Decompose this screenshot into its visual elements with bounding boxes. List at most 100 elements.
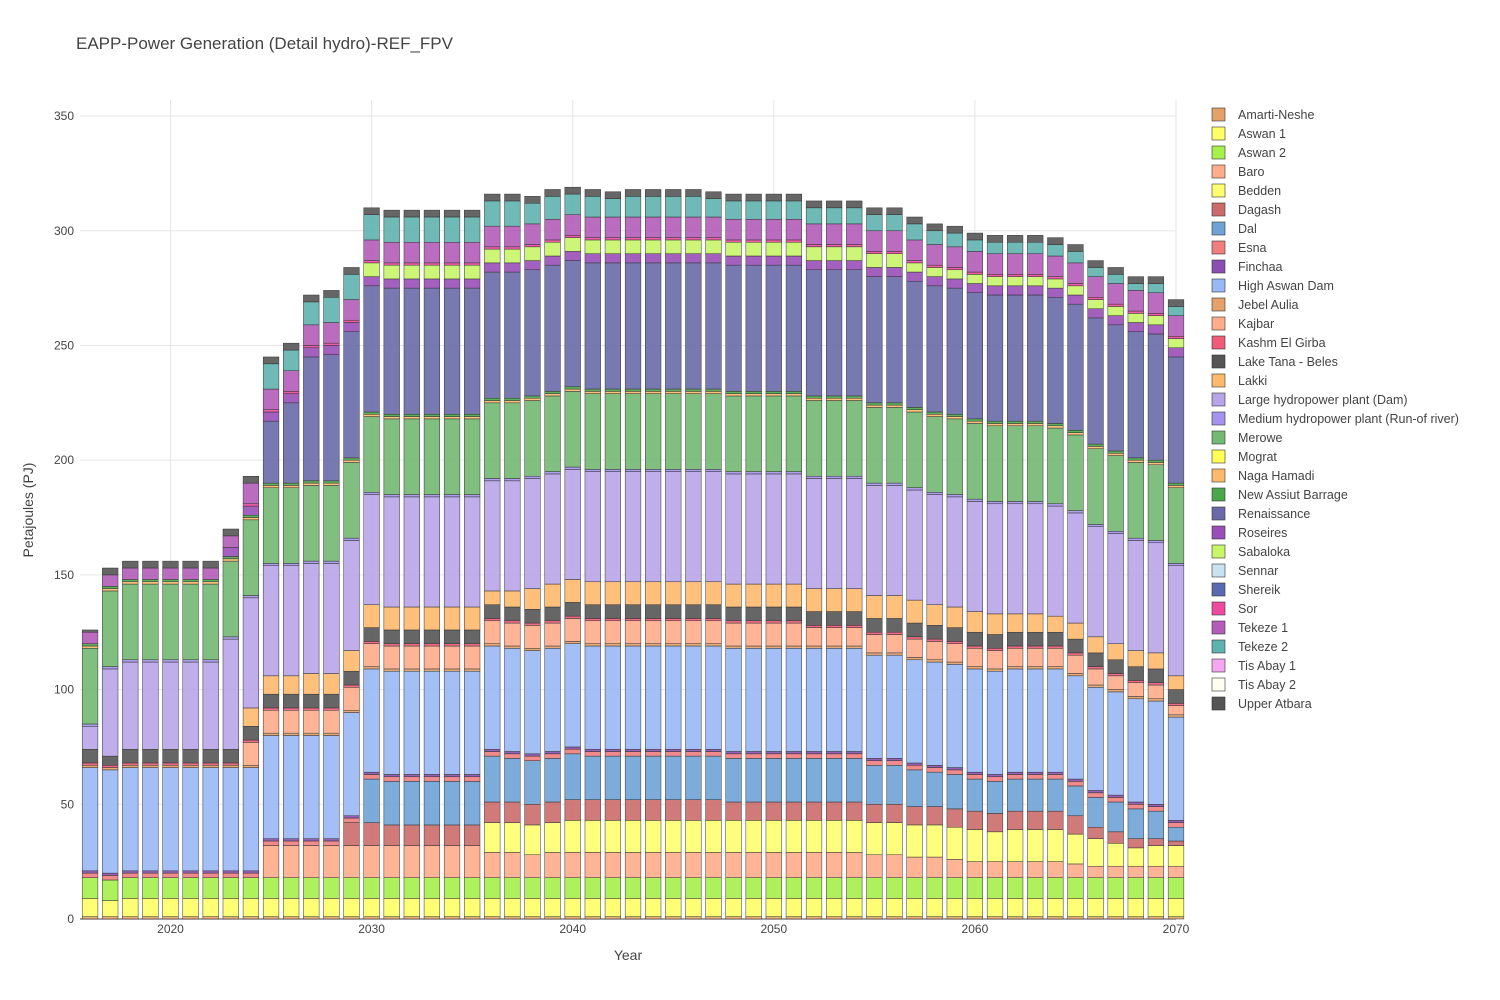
bar-segment — [363, 771, 380, 775]
bar-segment — [564, 615, 581, 619]
bar-segment — [1067, 673, 1084, 677]
bar-segment — [1147, 459, 1164, 463]
bar-segment — [926, 411, 943, 415]
bar-segment — [725, 395, 742, 472]
bar-segment — [886, 407, 903, 484]
bar-segment — [1027, 253, 1044, 275]
bar-segment — [222, 636, 239, 640]
bar-segment — [986, 861, 1004, 878]
bar-segment — [1167, 306, 1185, 316]
legend-item[interactable]: Medium hydropower plant (Run-of river) — [1211, 411, 1459, 426]
bar-segment — [624, 755, 642, 800]
bar-segment — [886, 207, 903, 215]
bar-segment — [383, 670, 400, 775]
bar-segment — [1107, 659, 1124, 674]
legend-item[interactable]: Kashm El Girba — [1211, 335, 1326, 350]
bar-segment — [886, 634, 903, 654]
bar-segment — [1047, 631, 1064, 647]
legend-item[interactable]: Tekeze 1 — [1211, 620, 1288, 635]
bar-segment — [604, 471, 622, 583]
bar-segment — [1107, 797, 1124, 803]
bar-segment — [504, 480, 521, 592]
legend-item[interactable]: Sor — [1211, 601, 1257, 616]
bar-segment — [926, 223, 943, 232]
legend-item[interactable]: Mograt — [1211, 449, 1277, 464]
legend-item[interactable]: Kajbar — [1211, 316, 1274, 331]
legend-swatch — [1211, 411, 1226, 426]
bar-segment — [524, 244, 541, 248]
bar-segment — [1047, 244, 1064, 257]
legend-item[interactable]: Roseires — [1211, 525, 1287, 540]
bar-segment — [1087, 308, 1104, 319]
legend-item[interactable]: Dagash — [1211, 202, 1281, 217]
legend-item[interactable]: Dal — [1211, 221, 1257, 236]
bar-segment — [1067, 785, 1084, 817]
bar-segment — [866, 634, 883, 654]
bar-segment — [222, 767, 239, 872]
bar-segment — [604, 469, 622, 472]
bar-segment — [81, 870, 99, 874]
legend-item[interactable]: Finchaa — [1211, 259, 1283, 274]
bar-segment — [323, 673, 340, 695]
legend-item[interactable]: Merowe — [1211, 430, 1283, 445]
bar-segment — [1067, 283, 1084, 287]
bar-segment — [1127, 310, 1144, 314]
legend-item[interactable]: Upper Atbara — [1211, 696, 1312, 711]
bar-segment — [1007, 771, 1024, 775]
legend-item[interactable]: Tis Abay 2 — [1211, 677, 1296, 692]
legend-item[interactable]: Aswan 2 — [1211, 145, 1286, 160]
bar-segment — [1027, 774, 1044, 780]
legend-item[interactable]: Sabaloka — [1211, 544, 1290, 559]
bar-segment — [142, 560, 159, 569]
bar-segment — [604, 877, 622, 899]
legend-item[interactable]: New Assiut Barrage — [1211, 487, 1348, 502]
bar-segment — [544, 189, 561, 197]
bar-segment — [1047, 810, 1064, 830]
legend-item[interactable]: Esna — [1211, 240, 1267, 255]
legend-swatch — [1211, 487, 1226, 502]
bar-segment — [805, 648, 823, 752]
legend-item[interactable]: Baro — [1211, 164, 1264, 179]
bar-segment — [725, 264, 742, 392]
bar-segment — [343, 817, 360, 823]
bar-segment — [142, 581, 159, 585]
legend-item[interactable]: Tekeze 2 — [1211, 639, 1288, 654]
bar-segment — [363, 207, 380, 215]
bar-segment — [685, 618, 702, 622]
legend-item[interactable]: Jebel Aulia — [1211, 297, 1299, 312]
legend-item[interactable]: High Aswan Dam — [1211, 278, 1334, 293]
legend-item[interactable]: Lake Tana - Beles — [1211, 354, 1338, 369]
bar-segment — [242, 898, 260, 917]
legend-item[interactable]: Aswan 1 — [1211, 126, 1286, 141]
legend-item[interactable]: Sennar — [1211, 563, 1278, 578]
bar-segment — [423, 216, 441, 243]
legend-label: Aswan 2 — [1238, 146, 1286, 160]
legend-item[interactable]: Naga Hamadi — [1211, 468, 1314, 483]
bar-segment — [504, 751, 521, 755]
legend-item[interactable]: Lakki — [1211, 373, 1267, 388]
bar-segment — [645, 877, 662, 899]
bar-segment — [81, 765, 99, 768]
bar-segment — [1167, 845, 1185, 867]
legend-item[interactable]: Renaissance — [1211, 506, 1310, 521]
bar-segment — [1107, 303, 1124, 307]
bar-segment — [242, 482, 260, 505]
legend-item[interactable]: Shereik — [1211, 582, 1281, 597]
bar-segment — [343, 684, 360, 688]
bar-segment — [705, 751, 722, 757]
bar-segment — [564, 235, 581, 238]
legend-item[interactable]: Amarti-Neshe — [1211, 107, 1314, 122]
bar-segment — [745, 758, 762, 803]
bar-segment — [946, 859, 963, 878]
legend-item[interactable]: Large hydropower plant (Dam) — [1211, 392, 1408, 407]
bar-segment — [122, 661, 139, 750]
bar-segment — [343, 822, 360, 846]
legend[interactable]: Amarti-Neshe Aswan 1 Aswan 2 Baro Bedden Daga… — [1211, 107, 1459, 711]
bar-segment — [544, 753, 561, 759]
bar-segment — [323, 482, 340, 486]
bar-segment — [645, 755, 662, 800]
legend-item[interactable]: Bedden — [1211, 183, 1281, 198]
bar-segment — [765, 877, 782, 899]
bar-segment — [484, 618, 501, 622]
legend-item[interactable]: Tis Abay 1 — [1211, 658, 1296, 673]
